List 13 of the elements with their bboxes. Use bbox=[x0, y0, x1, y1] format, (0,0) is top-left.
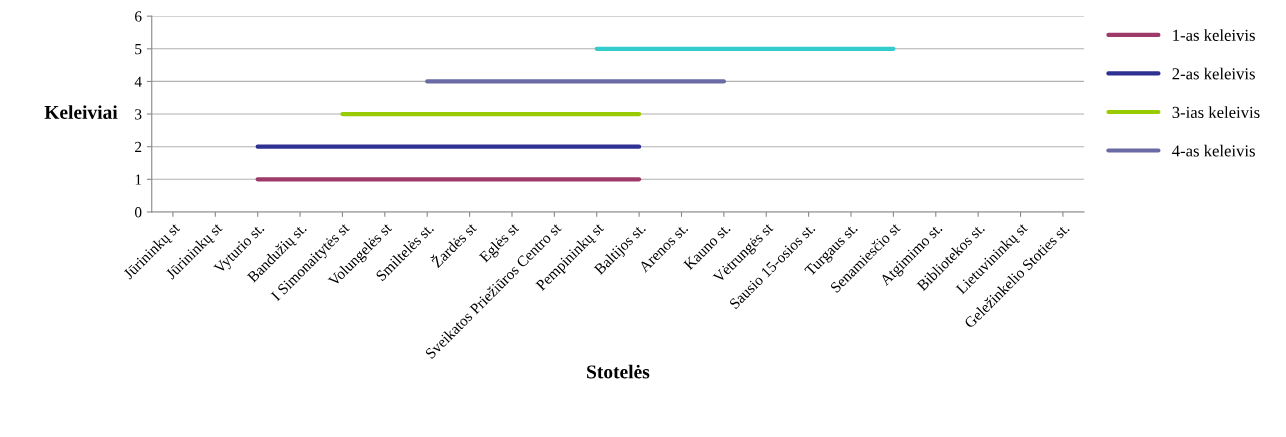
x-axis-title: Stotelės bbox=[587, 364, 650, 379]
y-tick-label: 1 bbox=[135, 174, 142, 185]
legend-label: 3-ias keleivis bbox=[1172, 106, 1260, 118]
y-tick-label: 5 bbox=[135, 44, 142, 55]
legend-label: 4-as keleivis bbox=[1172, 144, 1255, 157]
legend-label: 2-as keleivis bbox=[1172, 67, 1255, 80]
y-tick-label: 2 bbox=[135, 141, 142, 152]
y-tick-label: 3 bbox=[135, 109, 142, 120]
y-tick-label: 4 bbox=[134, 76, 142, 87]
y-tick-label: 6 bbox=[135, 11, 142, 22]
y-tick-label: 0 bbox=[134, 207, 142, 218]
legend-label: 1-as keleivis bbox=[1173, 29, 1255, 41]
y-axis-title: Keleiviai bbox=[44, 105, 118, 119]
